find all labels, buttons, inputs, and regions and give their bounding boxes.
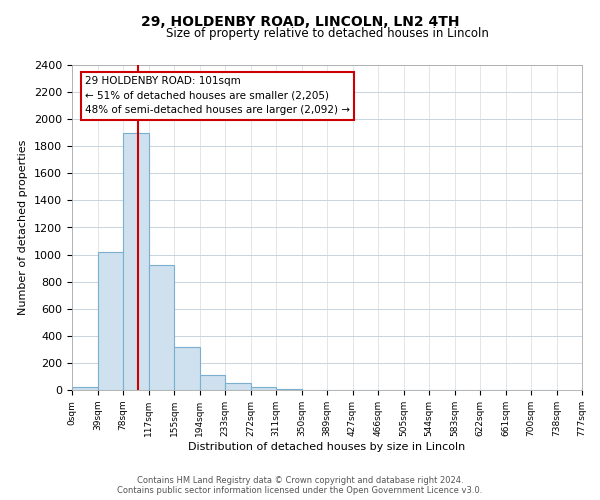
Bar — [72, 388, 97, 390]
X-axis label: Distribution of detached houses by size in Lincoln: Distribution of detached houses by size … — [188, 442, 466, 452]
Title: Size of property relative to detached houses in Lincoln: Size of property relative to detached ho… — [166, 27, 488, 40]
Bar — [97, 252, 123, 390]
Bar — [123, 132, 149, 390]
Text: Contains HM Land Registry data © Crown copyright and database right 2024.
Contai: Contains HM Land Registry data © Crown c… — [118, 476, 482, 495]
Text: 29, HOLDENBY ROAD, LINCOLN, LN2 4TH: 29, HOLDENBY ROAD, LINCOLN, LN2 4TH — [141, 15, 459, 29]
Text: 29 HOLDENBY ROAD: 101sqm
← 51% of detached houses are smaller (2,205)
48% of sem: 29 HOLDENBY ROAD: 101sqm ← 51% of detach… — [85, 76, 350, 116]
Bar — [174, 346, 199, 390]
Bar — [225, 383, 251, 390]
Y-axis label: Number of detached properties: Number of detached properties — [19, 140, 28, 315]
Bar — [199, 375, 225, 390]
Bar — [251, 388, 276, 390]
Bar — [149, 266, 174, 390]
